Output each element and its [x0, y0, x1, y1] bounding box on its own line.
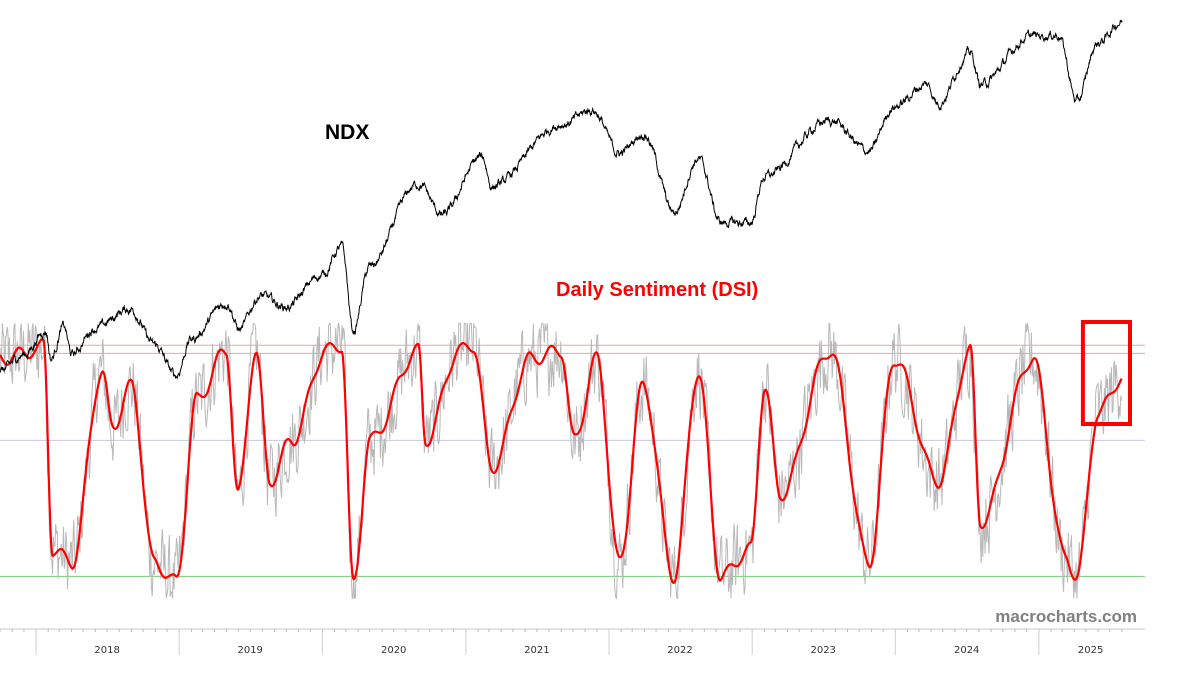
dsi-series	[0, 338, 1123, 584]
x-tick-label: 2018	[94, 645, 119, 656]
x-tick-label: 2019	[237, 645, 262, 656]
x-tick-label: 2020	[381, 645, 406, 656]
watermark: macrocharts.com	[995, 607, 1137, 626]
dsi-line	[0, 338, 1123, 584]
highlight-box	[1080, 320, 1133, 426]
x-tick-label: 2023	[810, 645, 835, 656]
ndx-label: NDX	[325, 121, 369, 144]
x-tick-label: 2024	[954, 645, 979, 656]
dsi-label: Daily Sentiment (DSI)	[556, 279, 758, 301]
x-tick-label: 2025	[1078, 645, 1103, 656]
x-tick-label: 2022	[667, 645, 692, 656]
ndx-series	[0, 19, 1123, 380]
x-axis: 2018 2019 2020 2021 2022 2023 2024 2025	[0, 628, 1145, 656]
ndx-line	[0, 19, 1123, 380]
x-tick-label: 2021	[524, 645, 549, 656]
